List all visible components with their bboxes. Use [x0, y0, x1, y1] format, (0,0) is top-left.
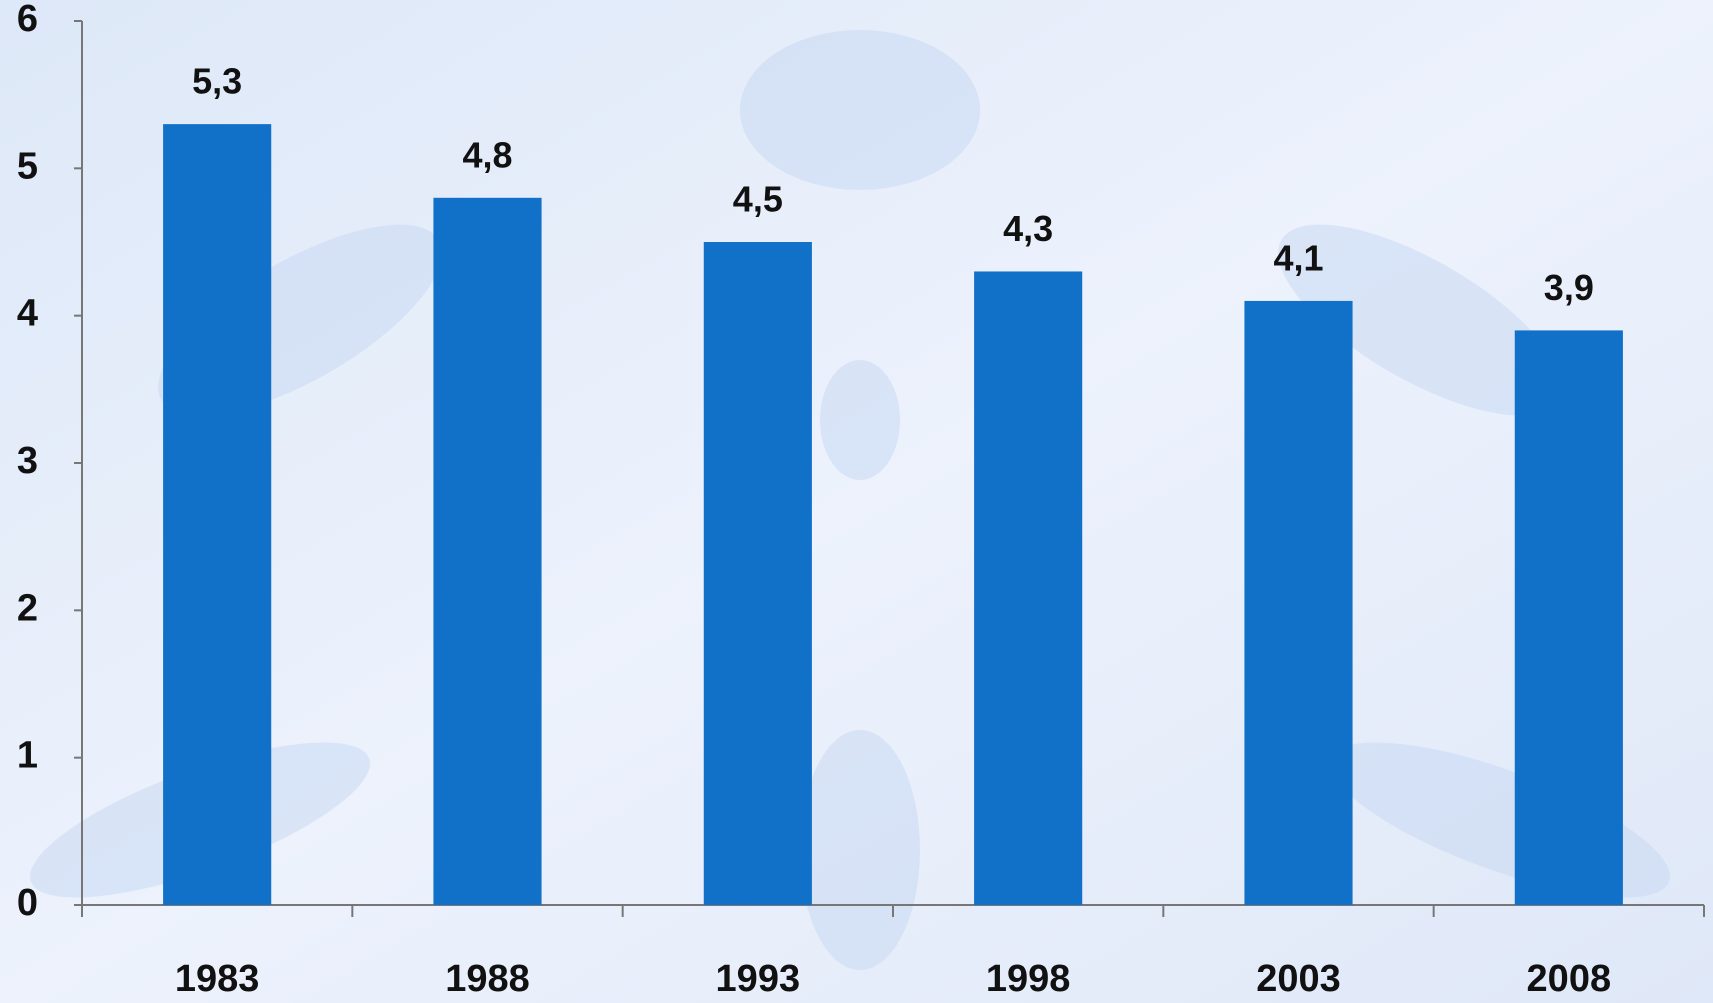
y-tick-label: 0 — [17, 882, 38, 924]
x-tick-label: 2008 — [1527, 958, 1612, 1000]
x-tick-label: 1998 — [986, 958, 1071, 1000]
y-tick-label: 4 — [17, 293, 38, 335]
bar — [1244, 301, 1352, 905]
bar — [1515, 330, 1623, 905]
x-tick-label: 1988 — [445, 958, 530, 1000]
y-tick-label: 3 — [17, 440, 38, 482]
bar — [974, 271, 1082, 905]
bar — [704, 242, 812, 905]
value-label: 4,3 — [1003, 208, 1053, 249]
bar — [433, 198, 541, 905]
x-tick-label: 1983 — [175, 958, 260, 1000]
chart: 0 1 2 3 4 5 6 1983 5,3 1988 4,8 1993 4,5 1998 4,3 2003 4… — [0, 0, 1713, 1003]
value-label: 3,9 — [1544, 267, 1594, 308]
value-label: 5,3 — [192, 61, 242, 102]
y-tick-label: 6 — [17, 0, 38, 40]
page: {"chart_data": {"type": "bar", "categori… — [0, 0, 1713, 1003]
value-label: 4,1 — [1273, 237, 1323, 278]
y-tick-label: 2 — [17, 587, 38, 629]
value-label: 4,8 — [462, 134, 512, 175]
x-tick-label: 1993 — [716, 958, 801, 1000]
y-tick-label: 1 — [17, 735, 38, 777]
bar — [163, 124, 271, 905]
x-tick-label: 2003 — [1256, 958, 1341, 1000]
y-tick-label: 5 — [17, 145, 38, 187]
value-label: 4,5 — [733, 179, 783, 220]
